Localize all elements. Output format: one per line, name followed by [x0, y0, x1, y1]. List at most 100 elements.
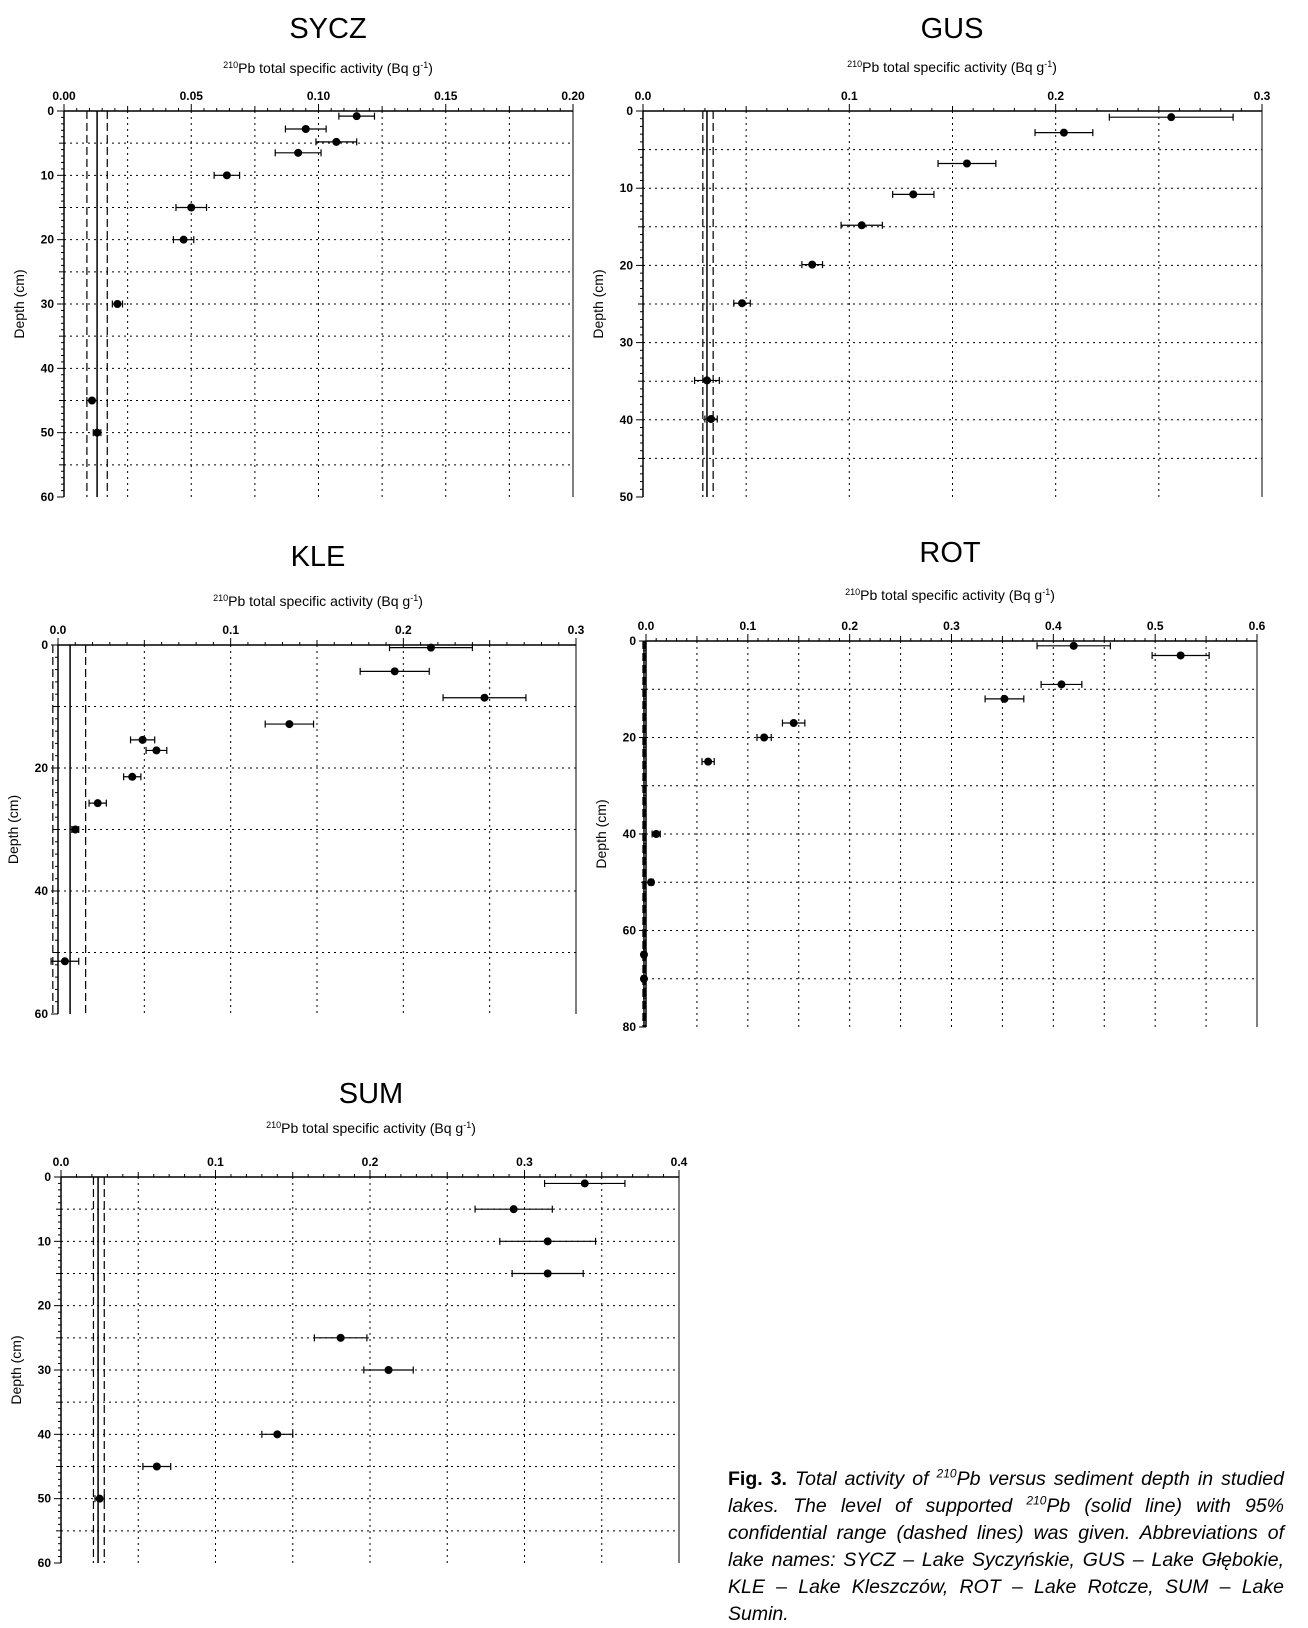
data-point	[113, 300, 122, 308]
data-point	[187, 203, 196, 212]
x-tick-label: 0.20	[561, 89, 585, 103]
axis-title-main: Pb total specific activity (Bq g	[228, 593, 410, 609]
axis-title-exponent: -1	[1042, 587, 1050, 597]
chart-rot: ROT 210Pb total specific activity (Bq g-1…	[593, 537, 1266, 1034]
data-point	[1069, 641, 1078, 650]
y-axis-label: Depth (cm)	[8, 1335, 24, 1404]
y-tick-label: 60	[35, 1007, 49, 1021]
chart-title: SUM	[339, 1078, 403, 1110]
x-tick-label: 0.15	[434, 89, 458, 103]
data-point	[639, 950, 648, 959]
x-tick-label: 0.2	[362, 1155, 379, 1169]
caption-sup-a: 210	[936, 1466, 957, 1481]
data-point	[390, 667, 399, 676]
x-tick-label: 0.05	[180, 89, 204, 103]
data-point	[95, 1494, 104, 1503]
y-tick-label: 30	[620, 336, 634, 350]
x-tick-label: 0.4	[1045, 619, 1062, 633]
data-point	[426, 643, 435, 652]
axis-title-end: )	[428, 60, 433, 76]
axis-title-main: Pb total specific activity (Bq g	[862, 59, 1044, 75]
data-point	[1167, 113, 1176, 122]
x-tick-label: 0.3	[516, 1155, 533, 1169]
axis-title-exponent: -1	[463, 1120, 471, 1130]
x-tick-label: 0.00	[52, 89, 76, 103]
y-axis-label: Depth (cm)	[11, 269, 27, 338]
axis-title-main: Pb total specific activity (Bq g	[281, 1120, 463, 1136]
y-tick-label: 10	[41, 168, 55, 182]
data-point	[336, 1333, 345, 1342]
chart-title: ROT	[919, 537, 981, 569]
y-tick-label: 40	[38, 1427, 52, 1441]
caption-sup-b: 210	[1026, 1493, 1047, 1508]
data-point	[179, 235, 188, 244]
y-tick-label: 0	[626, 104, 633, 118]
data-point	[738, 299, 747, 308]
data-point	[1176, 651, 1185, 660]
data-point	[294, 148, 303, 157]
data-point	[384, 1366, 393, 1374]
data-point	[1000, 694, 1009, 703]
y-tick-label: 30	[41, 297, 55, 311]
axis-title-exponent: -1	[1044, 59, 1052, 69]
y-tick-label: 0	[47, 104, 54, 118]
y-tick-label: 10	[38, 1234, 52, 1248]
caption-text-b: Pb versus sediment depth in studied lake…	[728, 1468, 1285, 1517]
x-tick-label: 0.3	[568, 623, 585, 637]
data-point	[273, 1430, 282, 1439]
data-point	[909, 190, 918, 199]
y-tick-label: 20	[41, 233, 55, 247]
data-point	[71, 825, 80, 834]
data-point	[857, 221, 866, 230]
y-tick-label: 0	[629, 634, 636, 648]
axis-title-exponent: -1	[410, 593, 418, 603]
data-point	[808, 260, 817, 269]
chart-kle: KLE 210Pb total specific activity (Bq g-1…	[5, 541, 585, 1021]
axis-title-superscript: 210	[847, 59, 862, 69]
axis-title-superscript: 210	[266, 1120, 281, 1130]
data-point	[332, 137, 341, 146]
x-tick-label: 0.1	[207, 1155, 224, 1169]
x-tick-label: 0.2	[395, 623, 412, 637]
data-point	[639, 974, 648, 983]
y-tick-label: 0	[41, 638, 48, 652]
x-tick-label: 0.0	[53, 1155, 70, 1169]
y-axis-label: Depth (cm)	[593, 799, 609, 868]
y-tick-label: 20	[35, 761, 49, 775]
figure-caption: Fig. 3. Total activity of 210Pb versus s…	[728, 1466, 1284, 1628]
y-axis-label: Depth (cm)	[590, 269, 606, 338]
y-tick-label: 60	[41, 490, 55, 504]
data-point	[543, 1269, 552, 1278]
data-point	[652, 830, 661, 838]
data-point	[647, 878, 656, 887]
x-tick-label: 0.5	[1147, 619, 1164, 633]
x-tick-label: 0.0	[50, 623, 67, 637]
caption-text-a: Total activity of	[786, 1468, 937, 1490]
x-tick-label: 0.1	[841, 89, 858, 103]
x-tick-label: 0.0	[635, 89, 652, 103]
y-tick-label: 60	[623, 924, 637, 938]
y-tick-label: 60	[38, 1556, 52, 1570]
y-tick-label: 40	[41, 361, 55, 375]
x-axis-title: 210Pb total specific activity (Bq g-1)	[213, 593, 423, 609]
y-tick-label: 50	[41, 426, 55, 440]
y-tick-label: 40	[620, 413, 634, 427]
y-tick-label: 20	[623, 731, 637, 745]
x-tick-label: 0.10	[307, 89, 331, 103]
data-point	[60, 957, 69, 966]
axis-title-superscript: 210	[223, 60, 238, 70]
x-tick-label: 0.4	[671, 1155, 688, 1169]
data-point	[152, 1462, 161, 1471]
data-point	[128, 772, 137, 781]
x-axis-title: 210Pb total specific activity (Bq g-1)	[223, 60, 433, 76]
axis-title-superscript: 210	[213, 593, 228, 603]
chart-title: SYCZ	[289, 13, 366, 45]
y-tick-label: 10	[620, 181, 634, 195]
data-point	[1059, 128, 1068, 137]
chart-title: GUS	[921, 13, 984, 45]
axis-title-end: )	[418, 593, 423, 609]
data-point	[93, 428, 102, 437]
y-tick-label: 40	[623, 827, 637, 841]
axis-title-main: Pb total specific activity (Bq g	[238, 60, 420, 76]
x-axis-title: 210Pb total specific activity (Bq g-1)	[847, 59, 1057, 75]
